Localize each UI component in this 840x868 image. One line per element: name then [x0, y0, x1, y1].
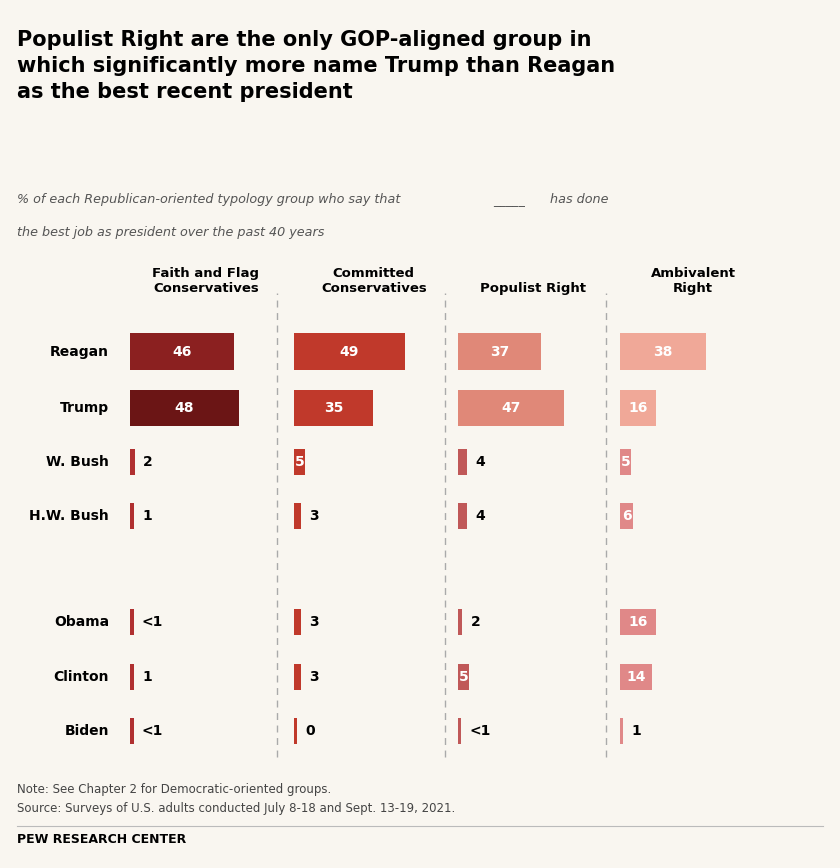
Text: <1: <1: [142, 615, 163, 629]
Text: 5: 5: [621, 455, 631, 469]
FancyBboxPatch shape: [458, 718, 461, 744]
Text: 38: 38: [654, 345, 673, 358]
FancyBboxPatch shape: [294, 503, 301, 529]
FancyBboxPatch shape: [458, 503, 467, 529]
Text: 6: 6: [622, 509, 632, 523]
Text: 46: 46: [172, 345, 192, 358]
Text: Committed
Conservatives: Committed Conservatives: [321, 267, 427, 295]
FancyBboxPatch shape: [130, 718, 134, 744]
Text: 2: 2: [143, 455, 153, 469]
Text: % of each Republican-oriented typology group who say that: % of each Republican-oriented typology g…: [17, 193, 404, 206]
Text: 1: 1: [632, 724, 642, 738]
Text: <1: <1: [470, 724, 491, 738]
FancyBboxPatch shape: [130, 390, 239, 426]
Text: 16: 16: [628, 401, 648, 415]
FancyBboxPatch shape: [130, 449, 134, 475]
Text: Ambivalent
Right: Ambivalent Right: [650, 267, 736, 295]
Text: 5: 5: [459, 670, 469, 684]
Text: H.W. Bush: H.W. Bush: [29, 509, 109, 523]
Text: 4: 4: [475, 509, 485, 523]
Text: 2: 2: [470, 615, 480, 629]
Text: 35: 35: [324, 401, 344, 415]
Text: W. Bush: W. Bush: [46, 455, 109, 469]
Text: Obama: Obama: [54, 615, 109, 629]
Text: 1: 1: [142, 670, 152, 684]
Text: the best job as president over the past 40 years: the best job as president over the past …: [17, 226, 324, 239]
Text: 3: 3: [309, 615, 319, 629]
Text: Note: See Chapter 2 for Democratic-oriented groups.
Source: Surveys of U.S. adul: Note: See Chapter 2 for Democratic-orien…: [17, 783, 455, 815]
Text: 47: 47: [501, 401, 521, 415]
FancyBboxPatch shape: [130, 333, 234, 370]
FancyBboxPatch shape: [294, 664, 301, 690]
Text: 0: 0: [306, 724, 315, 738]
FancyBboxPatch shape: [130, 664, 134, 690]
Text: Biden: Biden: [65, 724, 109, 738]
Text: Reagan: Reagan: [50, 345, 109, 358]
Text: 49: 49: [339, 345, 359, 358]
FancyBboxPatch shape: [294, 609, 301, 635]
Text: PEW RESEARCH CENTER: PEW RESEARCH CENTER: [17, 833, 186, 846]
Text: has done: has done: [550, 193, 609, 206]
FancyBboxPatch shape: [458, 609, 462, 635]
FancyBboxPatch shape: [620, 390, 656, 426]
Text: 1: 1: [142, 509, 152, 523]
Text: Clinton: Clinton: [54, 670, 109, 684]
Text: Populist Right are the only GOP-aligned group in
which significantly more name T: Populist Right are the only GOP-aligned …: [17, 30, 615, 102]
FancyBboxPatch shape: [458, 449, 467, 475]
FancyBboxPatch shape: [130, 503, 134, 529]
Text: Populist Right: Populist Right: [480, 282, 586, 295]
FancyBboxPatch shape: [294, 390, 373, 426]
FancyBboxPatch shape: [620, 664, 652, 690]
Text: 48: 48: [175, 401, 194, 415]
FancyBboxPatch shape: [294, 718, 297, 744]
FancyBboxPatch shape: [294, 449, 305, 475]
Text: 14: 14: [626, 670, 645, 684]
Text: Trump: Trump: [60, 401, 109, 415]
FancyBboxPatch shape: [458, 333, 542, 370]
FancyBboxPatch shape: [130, 609, 134, 635]
FancyBboxPatch shape: [620, 449, 631, 475]
Text: _____: _____: [493, 193, 529, 206]
Text: 37: 37: [490, 345, 509, 358]
FancyBboxPatch shape: [458, 664, 469, 690]
Text: <1: <1: [142, 724, 163, 738]
FancyBboxPatch shape: [620, 718, 623, 744]
FancyBboxPatch shape: [620, 503, 633, 529]
Text: 5: 5: [295, 455, 305, 469]
Text: 3: 3: [309, 509, 319, 523]
FancyBboxPatch shape: [620, 609, 656, 635]
FancyBboxPatch shape: [458, 390, 564, 426]
Text: Faith and Flag
Conservatives: Faith and Flag Conservatives: [152, 267, 260, 295]
FancyBboxPatch shape: [294, 333, 405, 370]
FancyBboxPatch shape: [620, 333, 706, 370]
Text: 4: 4: [475, 455, 485, 469]
Text: 16: 16: [628, 615, 648, 629]
Text: 3: 3: [309, 670, 319, 684]
